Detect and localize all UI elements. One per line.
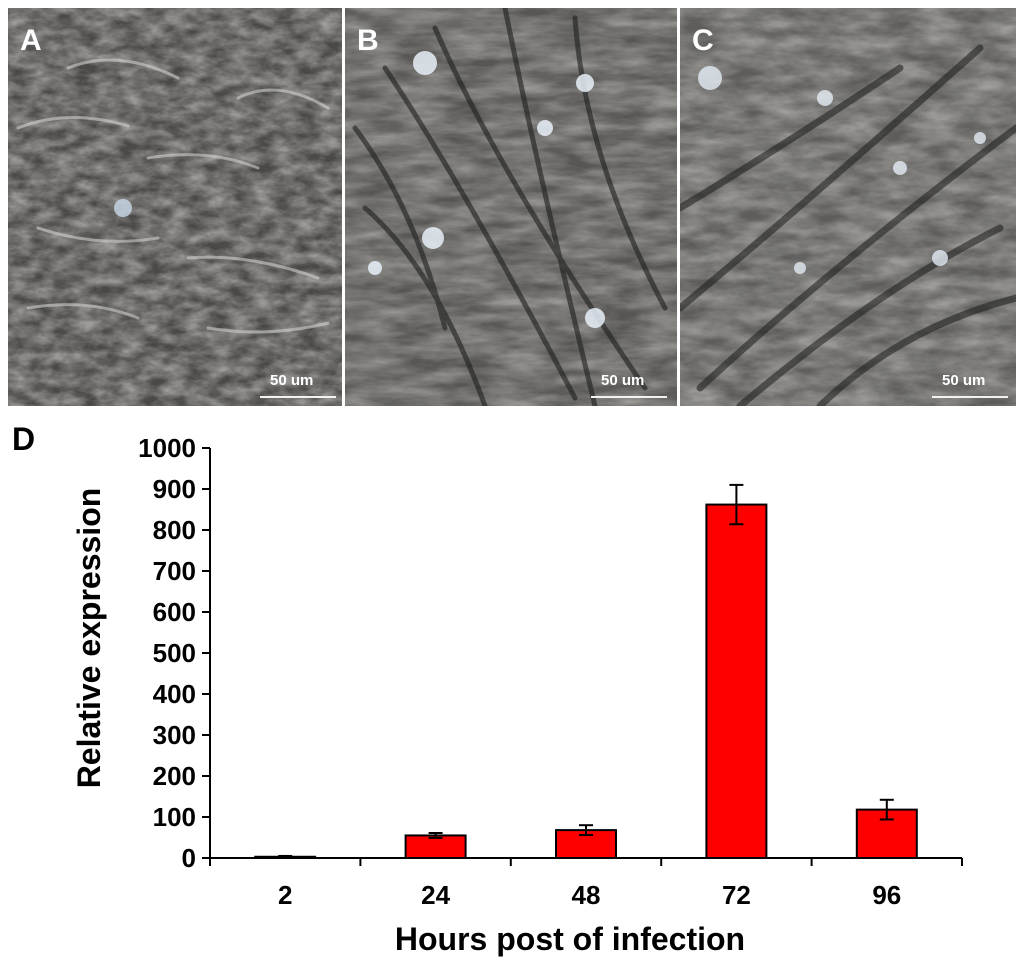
micrograph-c-image [680, 8, 1016, 406]
micrograph-panel-b: B 50 um [345, 8, 677, 406]
y-tick-label: 400 [153, 679, 196, 709]
bar-chart: D Relative expression Hours post of infe… [12, 421, 963, 957]
y-tick-label: 300 [153, 720, 196, 750]
micrograph-b-image [345, 8, 677, 406]
y-tick-label: 500 [153, 638, 196, 668]
scale-bar-c [932, 396, 1008, 398]
scale-label-a: 50 um [270, 372, 314, 389]
y-tick-label: 800 [153, 515, 196, 545]
bar-96 [855, 808, 918, 859]
micrograph-panel-c: C 50 um [680, 8, 1016, 406]
scale-bar-a [260, 396, 336, 398]
y-tick-label: 900 [153, 474, 196, 504]
scale-bar-b [591, 396, 667, 398]
chart-plot-area: 0 100 200 300 400 500 600 700 800 900 1000 2 24 48 72 9… [138, 433, 963, 910]
y-tick-label: 0 [182, 843, 196, 873]
y-tick-label: 600 [153, 597, 196, 627]
x-tick-label-72: 72 [722, 880, 751, 910]
x-axis-label: Hours post of infection [395, 921, 745, 957]
panel-letter-d: D [12, 421, 35, 457]
panel-letter-b: B [357, 24, 379, 57]
x-tick-label-24: 24 [421, 880, 450, 910]
scale-label-b: 50 um [601, 372, 645, 389]
y-tick-label: 100 [153, 802, 196, 832]
bar-72 [705, 503, 768, 860]
y-axis-label: Relative expression [71, 488, 107, 789]
micrograph-a-image [8, 8, 342, 406]
micrograph-panel-a: A 50 um [8, 8, 342, 406]
panel-letter-c: C [692, 24, 714, 57]
y-tick-label: 1000 [138, 433, 196, 463]
scale-label-c: 50 um [942, 372, 986, 389]
y-tick-label: 200 [153, 761, 196, 791]
panel-letter-a: A [20, 24, 42, 57]
x-tick-label-96: 96 [872, 880, 901, 910]
y-tick-label: 700 [153, 556, 196, 586]
x-tick-label-48: 48 [572, 880, 601, 910]
x-tick-label-2: 2 [278, 880, 292, 910]
